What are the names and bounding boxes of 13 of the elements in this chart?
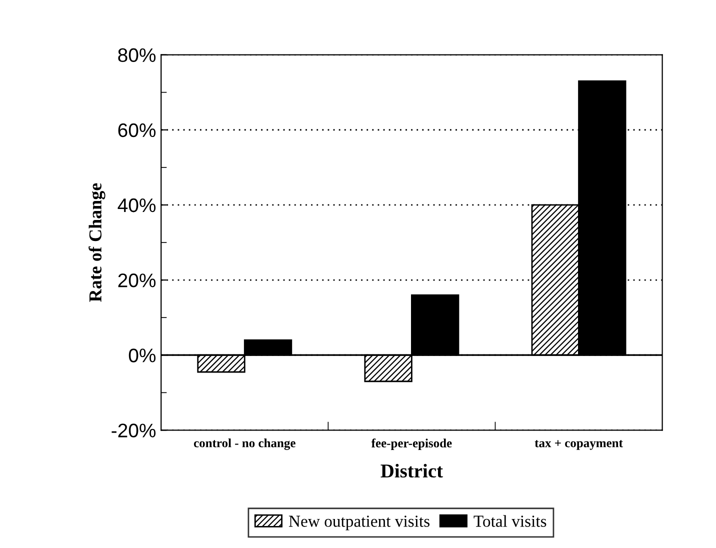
y-axis-title: Rate of Change [88, 183, 106, 302]
y-tick-label: 80% [118, 48, 156, 62]
y-tick-label: -20% [112, 424, 156, 438]
x-axis-title: District [380, 464, 443, 478]
x-tick-label: control - no change [194, 438, 296, 450]
y-tick-label: 0% [128, 348, 156, 362]
x-tick-label: fee-per-episode [371, 438, 452, 450]
y-tick-label: 20% [118, 273, 156, 288]
y-tick-label: 60% [118, 123, 156, 138]
x-tick-label: tax + copayment [534, 440, 623, 450]
y-tick-label: 40% [118, 198, 156, 212]
legend-label: New outpatient visits [288, 516, 430, 530]
legend-label: Total visits [474, 515, 546, 527]
